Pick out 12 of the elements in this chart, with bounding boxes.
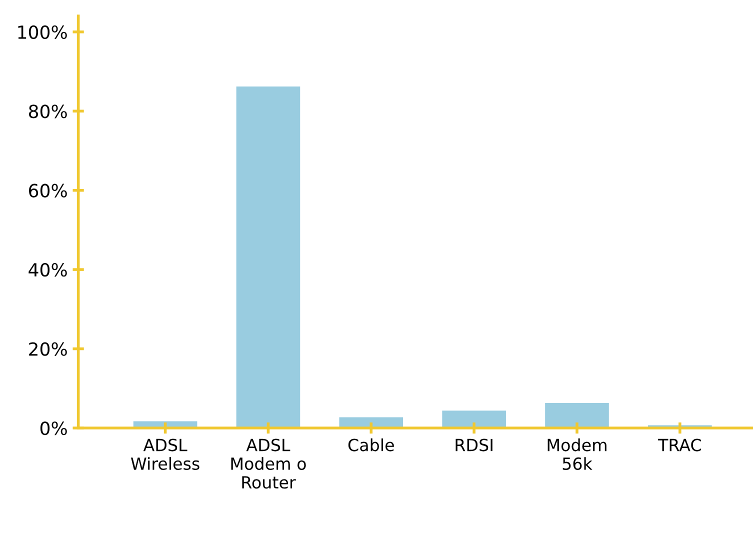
y-tick-label: 0% <box>40 421 67 436</box>
y-tick-label: 60% <box>29 184 67 198</box>
y-tick-label: 100% <box>18 25 67 40</box>
x-tick-label: Modem 56k <box>548 438 606 470</box>
x-tick-label: ADSL Wireless <box>130 438 200 470</box>
x-tick-label: RDSI <box>456 438 492 452</box>
y-tick-label: 80% <box>28 104 67 118</box>
x-tick-label: Cable <box>348 438 394 452</box>
x-tick-label: ADSL Modem o Router <box>231 438 306 489</box>
y-tick-label: 40% <box>28 263 67 277</box>
y-tick-label: 20% <box>29 342 67 356</box>
x-tick-label: TRAC <box>658 438 701 452</box>
